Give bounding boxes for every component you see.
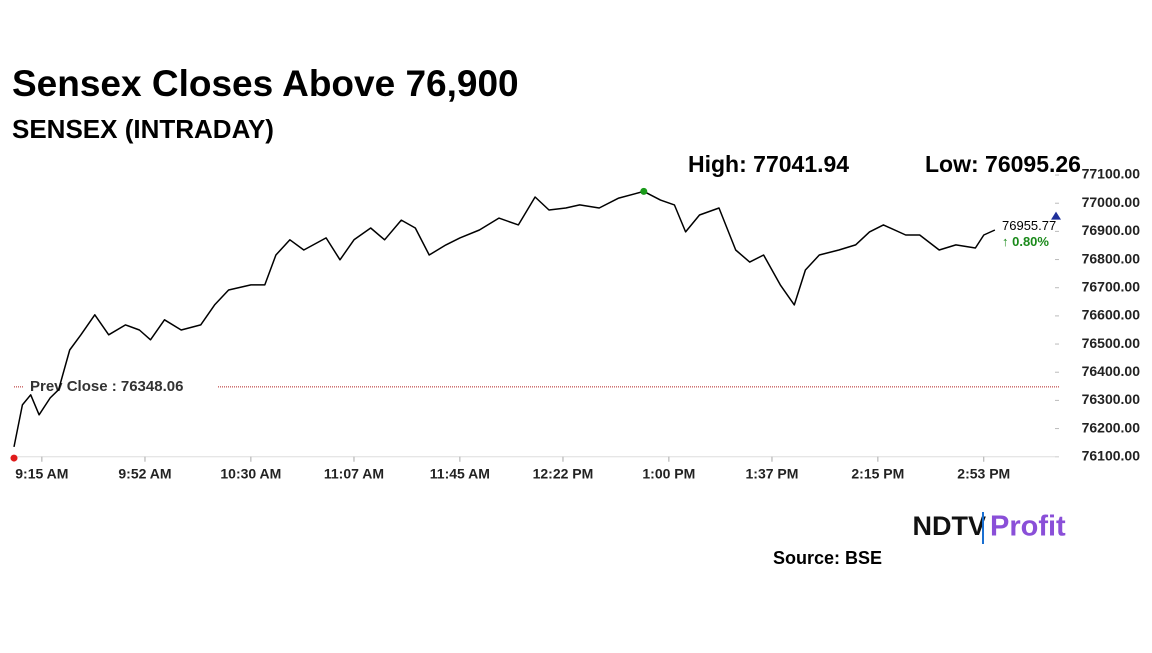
y-tick-label: 76100.00 (1082, 447, 1141, 463)
x-tick-label: 11:45 AM (430, 465, 490, 481)
x-tick-label: 1:00 PM (642, 465, 695, 481)
price-line (13, 190, 996, 448)
high-label: High: 77041.94 (688, 151, 849, 177)
y-tick-label: 76700.00 (1082, 278, 1141, 294)
y-tick-label: 76600.00 (1082, 307, 1141, 323)
logo-profit: Profit (990, 511, 1066, 543)
x-tick-label: 9:52 AM (118, 465, 171, 481)
change-label: ↑ 0.80% (1002, 234, 1049, 249)
y-tick-label: 77100.00 (1082, 166, 1141, 182)
prev-close-label: Prev Close : 76348.06 (30, 378, 183, 395)
chart-title: Sensex Closes Above 76,900 (12, 63, 519, 104)
x-tick-label: 1:37 PM (746, 465, 799, 481)
x-tick-label: 2:15 PM (851, 465, 904, 481)
low-label: Low: 76095.26 (925, 151, 1081, 177)
y-tick-label: 77000.00 (1082, 194, 1141, 210)
high-marker (640, 187, 648, 195)
low-marker (10, 454, 18, 462)
logo-ndtv: NDTV (913, 511, 987, 541)
y-tick-label: 76400.00 (1082, 363, 1141, 379)
last-marker (1051, 211, 1061, 220)
last-price-label: 76955.77 (1002, 218, 1056, 233)
y-tick-label: 76200.00 (1082, 419, 1141, 435)
x-tick-label: 10:30 AM (220, 465, 281, 481)
x-tick-label: 2:53 PM (957, 465, 1010, 481)
x-tick-label: 11:07 AM (324, 465, 384, 481)
x-tick-label: 9:15 AM (15, 465, 68, 481)
prev-close-bg (24, 377, 218, 396)
chart-subtitle: SENSEX (INTRADAY) (12, 114, 274, 144)
y-tick-label: 76300.00 (1082, 391, 1141, 407)
source: Source: BSE (773, 548, 882, 568)
y-tick-label: 76900.00 (1082, 222, 1141, 238)
y-tick-label: 76500.00 (1082, 335, 1141, 351)
x-tick-label: 12:22 PM (533, 465, 594, 481)
y-tick-label: 76800.00 (1082, 250, 1141, 266)
